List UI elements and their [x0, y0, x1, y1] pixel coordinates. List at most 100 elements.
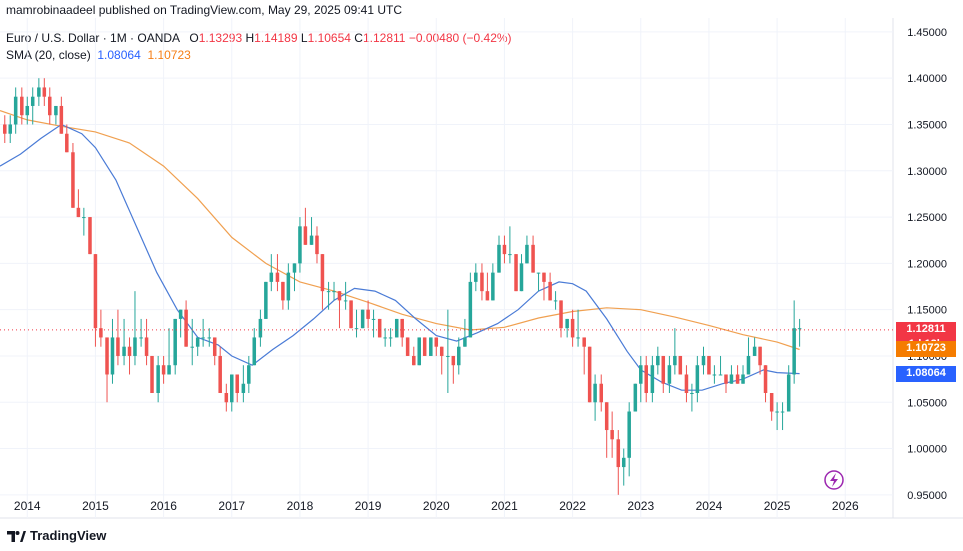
candle-body: [161, 365, 166, 375]
y-tick-label: 1.25000: [907, 212, 947, 224]
candle-body: [360, 309, 365, 329]
candle-body: [656, 355, 660, 366]
tradingview-footer[interactable]: TradingView: [6, 528, 106, 543]
candle-body: [190, 346, 194, 348]
candle-body: [65, 133, 69, 153]
candle-body: [707, 355, 711, 375]
time-axis[interactable]: 2014 2015 2016 2017 2018 2019 2020 2021 2022 2023…: [14, 499, 859, 513]
x-tick-label: 2023: [627, 499, 654, 513]
candle: [150, 355, 154, 393]
candle: [718, 355, 723, 376]
candle-body: [82, 217, 86, 219]
candle: [553, 291, 558, 310]
candle: [93, 254, 98, 347]
candle-body: [542, 272, 546, 282]
candle-body: [593, 383, 597, 403]
candle-body: [684, 374, 689, 393]
sma-value-blue: 1.08064: [97, 48, 141, 62]
symbol-name[interactable]: Euro / U.S. Dollar · 1M · OANDA: [6, 31, 180, 45]
candle: [604, 402, 609, 458]
candle-body: [326, 291, 331, 293]
candle: [247, 355, 251, 393]
y-tick-label: 1.40000: [907, 73, 947, 85]
candle-body: [275, 272, 280, 282]
candle: [25, 96, 30, 125]
candle-body: [531, 244, 535, 273]
candle: [690, 383, 694, 412]
candle-body: [792, 328, 796, 375]
x-tick-label: 2026: [832, 499, 859, 513]
y-tick-label: 1.30000: [907, 166, 947, 178]
candle-body: [252, 337, 257, 366]
y-tick-label: 1.00000: [907, 444, 947, 456]
candle: [701, 346, 706, 375]
candle: [88, 217, 92, 255]
candle: [212, 337, 217, 366]
candle: [633, 383, 638, 412]
candle: [780, 402, 785, 431]
candle-body: [667, 365, 672, 384]
candle: [30, 87, 35, 125]
candle-body: [139, 337, 143, 339]
candle-body: [735, 374, 740, 384]
candle-body: [763, 365, 768, 393]
candle: [133, 291, 137, 366]
low-value: 1.10654: [307, 31, 351, 45]
candle: [139, 318, 143, 347]
candle: [446, 309, 450, 393]
candle: [178, 309, 183, 338]
high-label: H: [245, 31, 255, 45]
candle-body: [417, 337, 421, 366]
candle: [366, 300, 370, 329]
candle-body: [422, 337, 427, 356]
candle: [678, 355, 683, 375]
candle: [514, 254, 518, 292]
candle: [173, 318, 177, 375]
candle: [354, 309, 359, 338]
grid: [0, 18, 893, 518]
candle-body: [76, 207, 81, 218]
candle-body: [286, 272, 291, 301]
candle-body: [650, 365, 655, 393]
candle: [190, 318, 194, 366]
candle: [656, 346, 660, 375]
candle-body: [621, 457, 626, 468]
candle: [326, 281, 331, 310]
candle-body: [758, 346, 762, 366]
candle-body: [701, 355, 706, 366]
candle: [576, 309, 580, 347]
candle: [451, 355, 456, 384]
x-tick-label: 2022: [559, 499, 586, 513]
candle: [127, 337, 132, 375]
candle-body: [218, 355, 222, 393]
candle-body: [127, 346, 132, 356]
candle: [8, 115, 12, 143]
candle: [735, 365, 740, 384]
candle: [502, 235, 507, 264]
candle: [161, 355, 166, 384]
candle: [531, 235, 535, 273]
candle: [400, 318, 404, 347]
candle-body: [429, 337, 433, 356]
candle: [281, 281, 285, 310]
candle-body: [644, 365, 648, 393]
candle-body: [519, 263, 524, 292]
x-tick-label: 2015: [82, 499, 109, 513]
candle-body: [93, 254, 98, 329]
candle: [616, 430, 621, 495]
candle: [673, 328, 677, 375]
candle-body: [769, 393, 774, 412]
candle-body: [412, 355, 416, 366]
candle: [383, 328, 387, 347]
price-axis[interactable]: 1.45000 1.40000 1.35000 1.30000 1.25000 1.200…: [907, 27, 947, 502]
open-label: O: [189, 31, 199, 45]
candle: [752, 337, 757, 356]
candle: [405, 337, 410, 356]
candle: [758, 346, 762, 375]
candle: [695, 355, 700, 403]
candle-body: [639, 365, 643, 384]
y-tick-label: 1.35000: [907, 119, 947, 131]
candle: [360, 309, 365, 329]
lightning-icon[interactable]: [824, 470, 844, 490]
